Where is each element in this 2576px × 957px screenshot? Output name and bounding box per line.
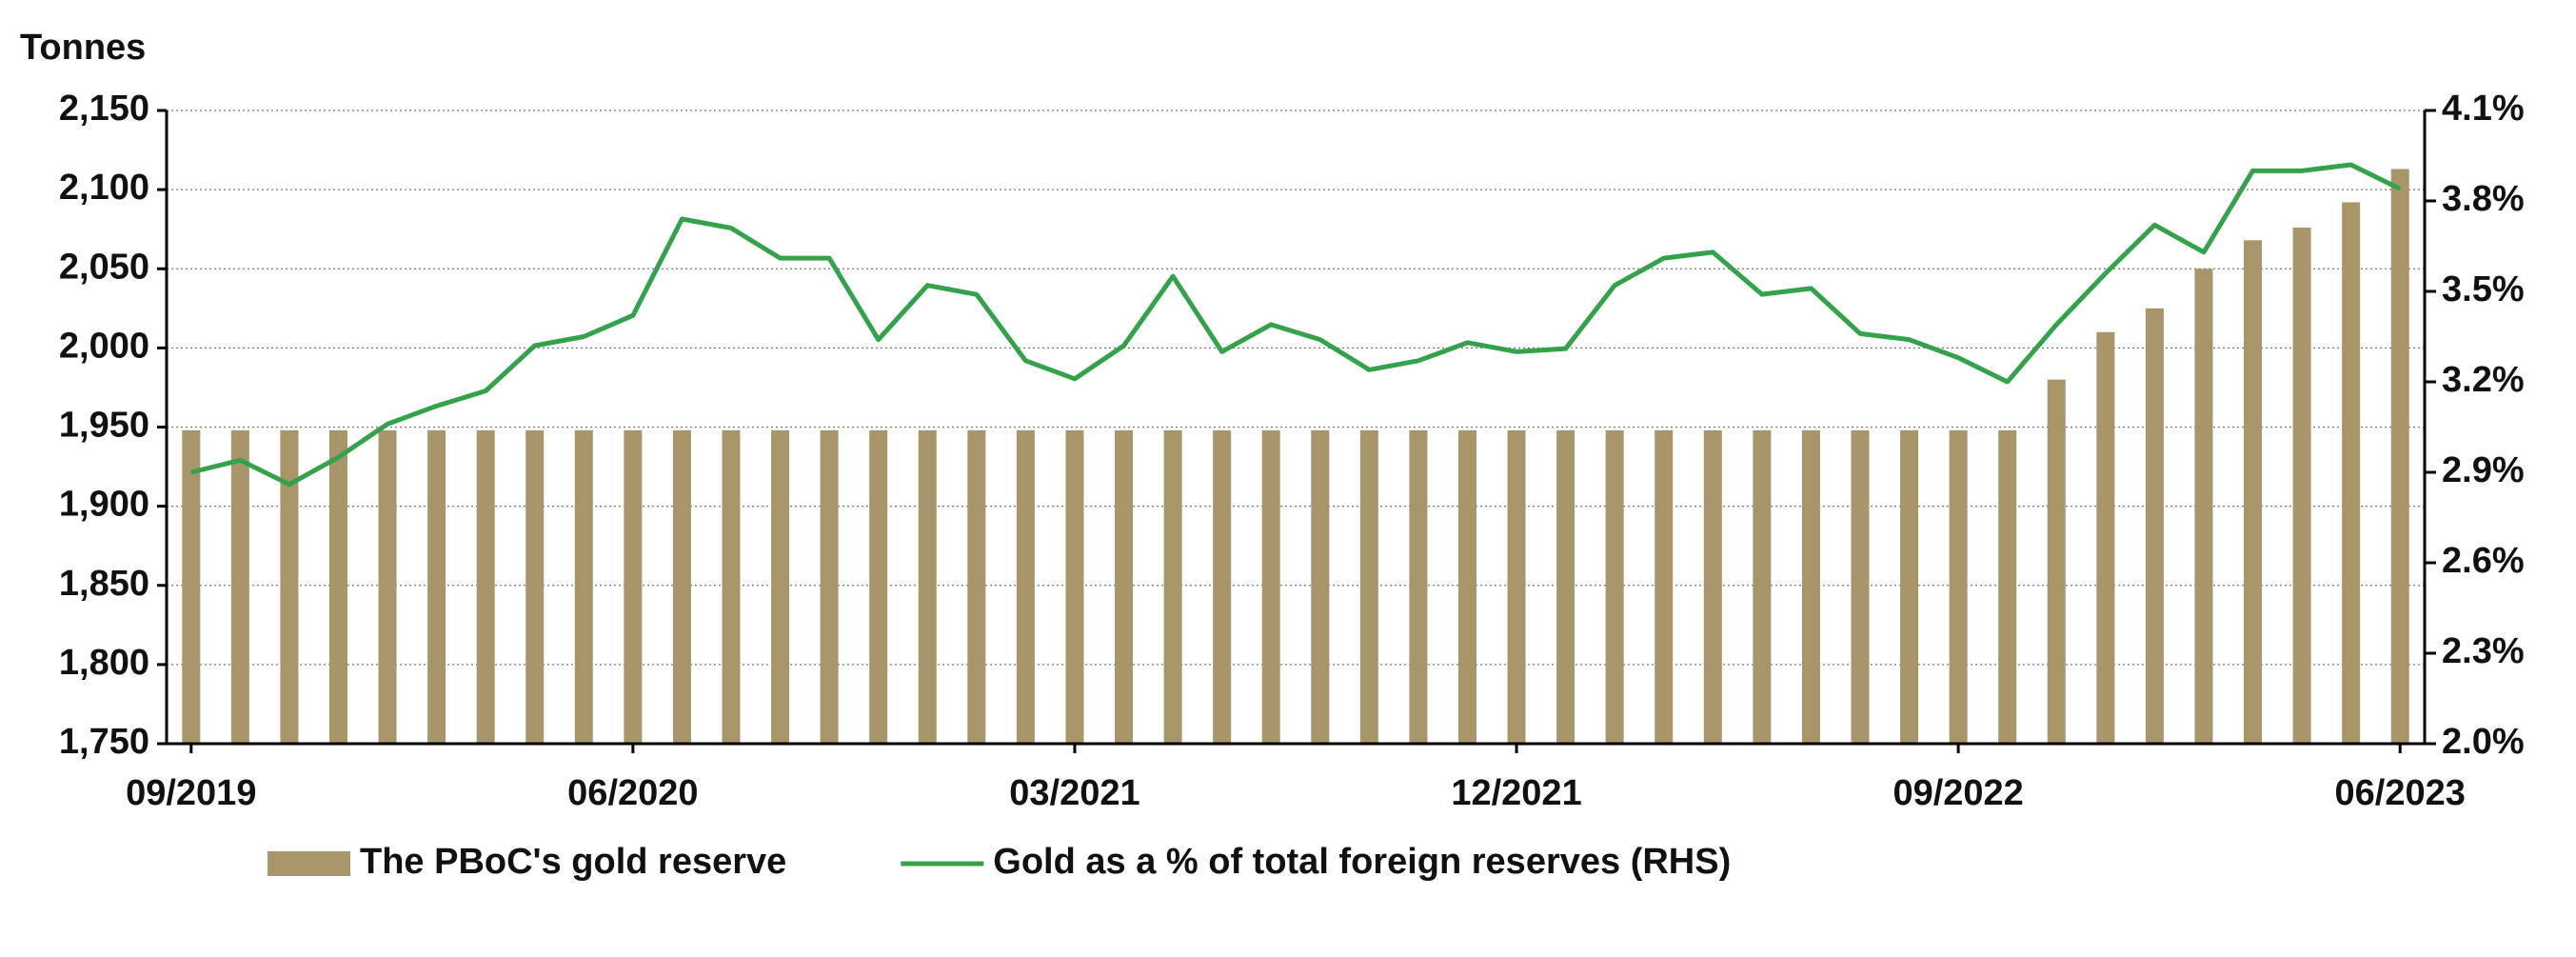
bar xyxy=(1703,429,1722,744)
x-tick-label: 12/2021 xyxy=(1451,773,1581,813)
y2-tick-label: 3.8% xyxy=(2442,179,2525,219)
bar xyxy=(1359,429,1378,744)
bar xyxy=(1065,429,1084,744)
bar xyxy=(1900,429,1919,744)
y2-tick-label: 2.6% xyxy=(2442,541,2525,581)
bar xyxy=(1998,429,2017,744)
bar xyxy=(2096,331,2115,744)
bar xyxy=(1949,429,1968,744)
bar xyxy=(967,429,986,744)
y2-tick-label: 4.1% xyxy=(2442,89,2525,129)
y-tick-label: 2,000 xyxy=(59,326,149,366)
bar xyxy=(1801,429,1820,744)
bar xyxy=(1115,429,1134,744)
bar xyxy=(574,429,593,744)
bar xyxy=(476,429,495,744)
bar xyxy=(1213,429,1232,744)
y-tick-label: 1,850 xyxy=(59,564,149,604)
x-tick-label: 06/2023 xyxy=(2335,773,2466,813)
x-tick-label: 06/2020 xyxy=(567,773,698,813)
y-tick-label: 2,050 xyxy=(59,247,149,287)
legend-swatch xyxy=(268,851,350,876)
bar xyxy=(1409,429,1428,744)
y2-tick-label: 2.9% xyxy=(2442,450,2525,490)
y-tick-label: 1,950 xyxy=(59,406,149,446)
legend-label: Gold as a % of total foreign reserves (R… xyxy=(993,842,1731,882)
bar xyxy=(525,429,545,744)
bar xyxy=(427,429,446,744)
x-tick-label: 03/2021 xyxy=(1009,773,1139,813)
bar xyxy=(2390,169,2409,744)
bar xyxy=(1753,429,1772,744)
bar xyxy=(771,429,790,744)
y-tick-label: 1,800 xyxy=(59,643,149,683)
bar xyxy=(1016,429,1035,744)
y2-tick-label: 2.3% xyxy=(2442,631,2525,671)
bar xyxy=(1311,429,1330,744)
bar xyxy=(1605,429,1624,744)
y-tick-label: 2,100 xyxy=(59,168,149,208)
y2-tick-label: 3.2% xyxy=(2442,360,2525,400)
bar xyxy=(2047,379,2066,744)
y-tick-label: 2,150 xyxy=(59,89,149,129)
bar xyxy=(2244,240,2263,744)
bar xyxy=(869,429,888,744)
bar xyxy=(230,429,249,744)
bar xyxy=(1507,429,1526,744)
y-tick-label: 1,900 xyxy=(59,485,149,525)
bar xyxy=(1556,429,1575,744)
bar xyxy=(328,429,347,744)
legend-label: The PBoC's gold reserve xyxy=(360,842,786,882)
bar xyxy=(2194,269,2213,744)
bar xyxy=(1851,429,1870,744)
y2-tick-label: 2.0% xyxy=(2442,722,2525,762)
bar xyxy=(1457,429,1476,744)
bar xyxy=(2145,308,2164,744)
bar xyxy=(2292,228,2311,744)
y-tick-label: 1,750 xyxy=(59,722,149,762)
bar xyxy=(182,429,201,744)
line-series xyxy=(190,162,2402,488)
bar xyxy=(1163,429,1182,744)
bar xyxy=(1655,429,1674,744)
bar xyxy=(624,429,643,744)
y2-tick-label: 3.5% xyxy=(2442,269,2525,309)
bar xyxy=(722,429,741,744)
bar xyxy=(280,429,299,744)
bar xyxy=(1261,429,1280,744)
bar xyxy=(820,429,839,744)
x-tick-label: 09/2022 xyxy=(1892,773,2023,813)
bar xyxy=(2342,202,2361,745)
bar xyxy=(918,429,937,744)
bar xyxy=(672,429,691,744)
x-tick-label: 09/2019 xyxy=(126,773,256,813)
y-axis-label: Tonnes xyxy=(20,28,146,68)
bar xyxy=(378,429,397,744)
